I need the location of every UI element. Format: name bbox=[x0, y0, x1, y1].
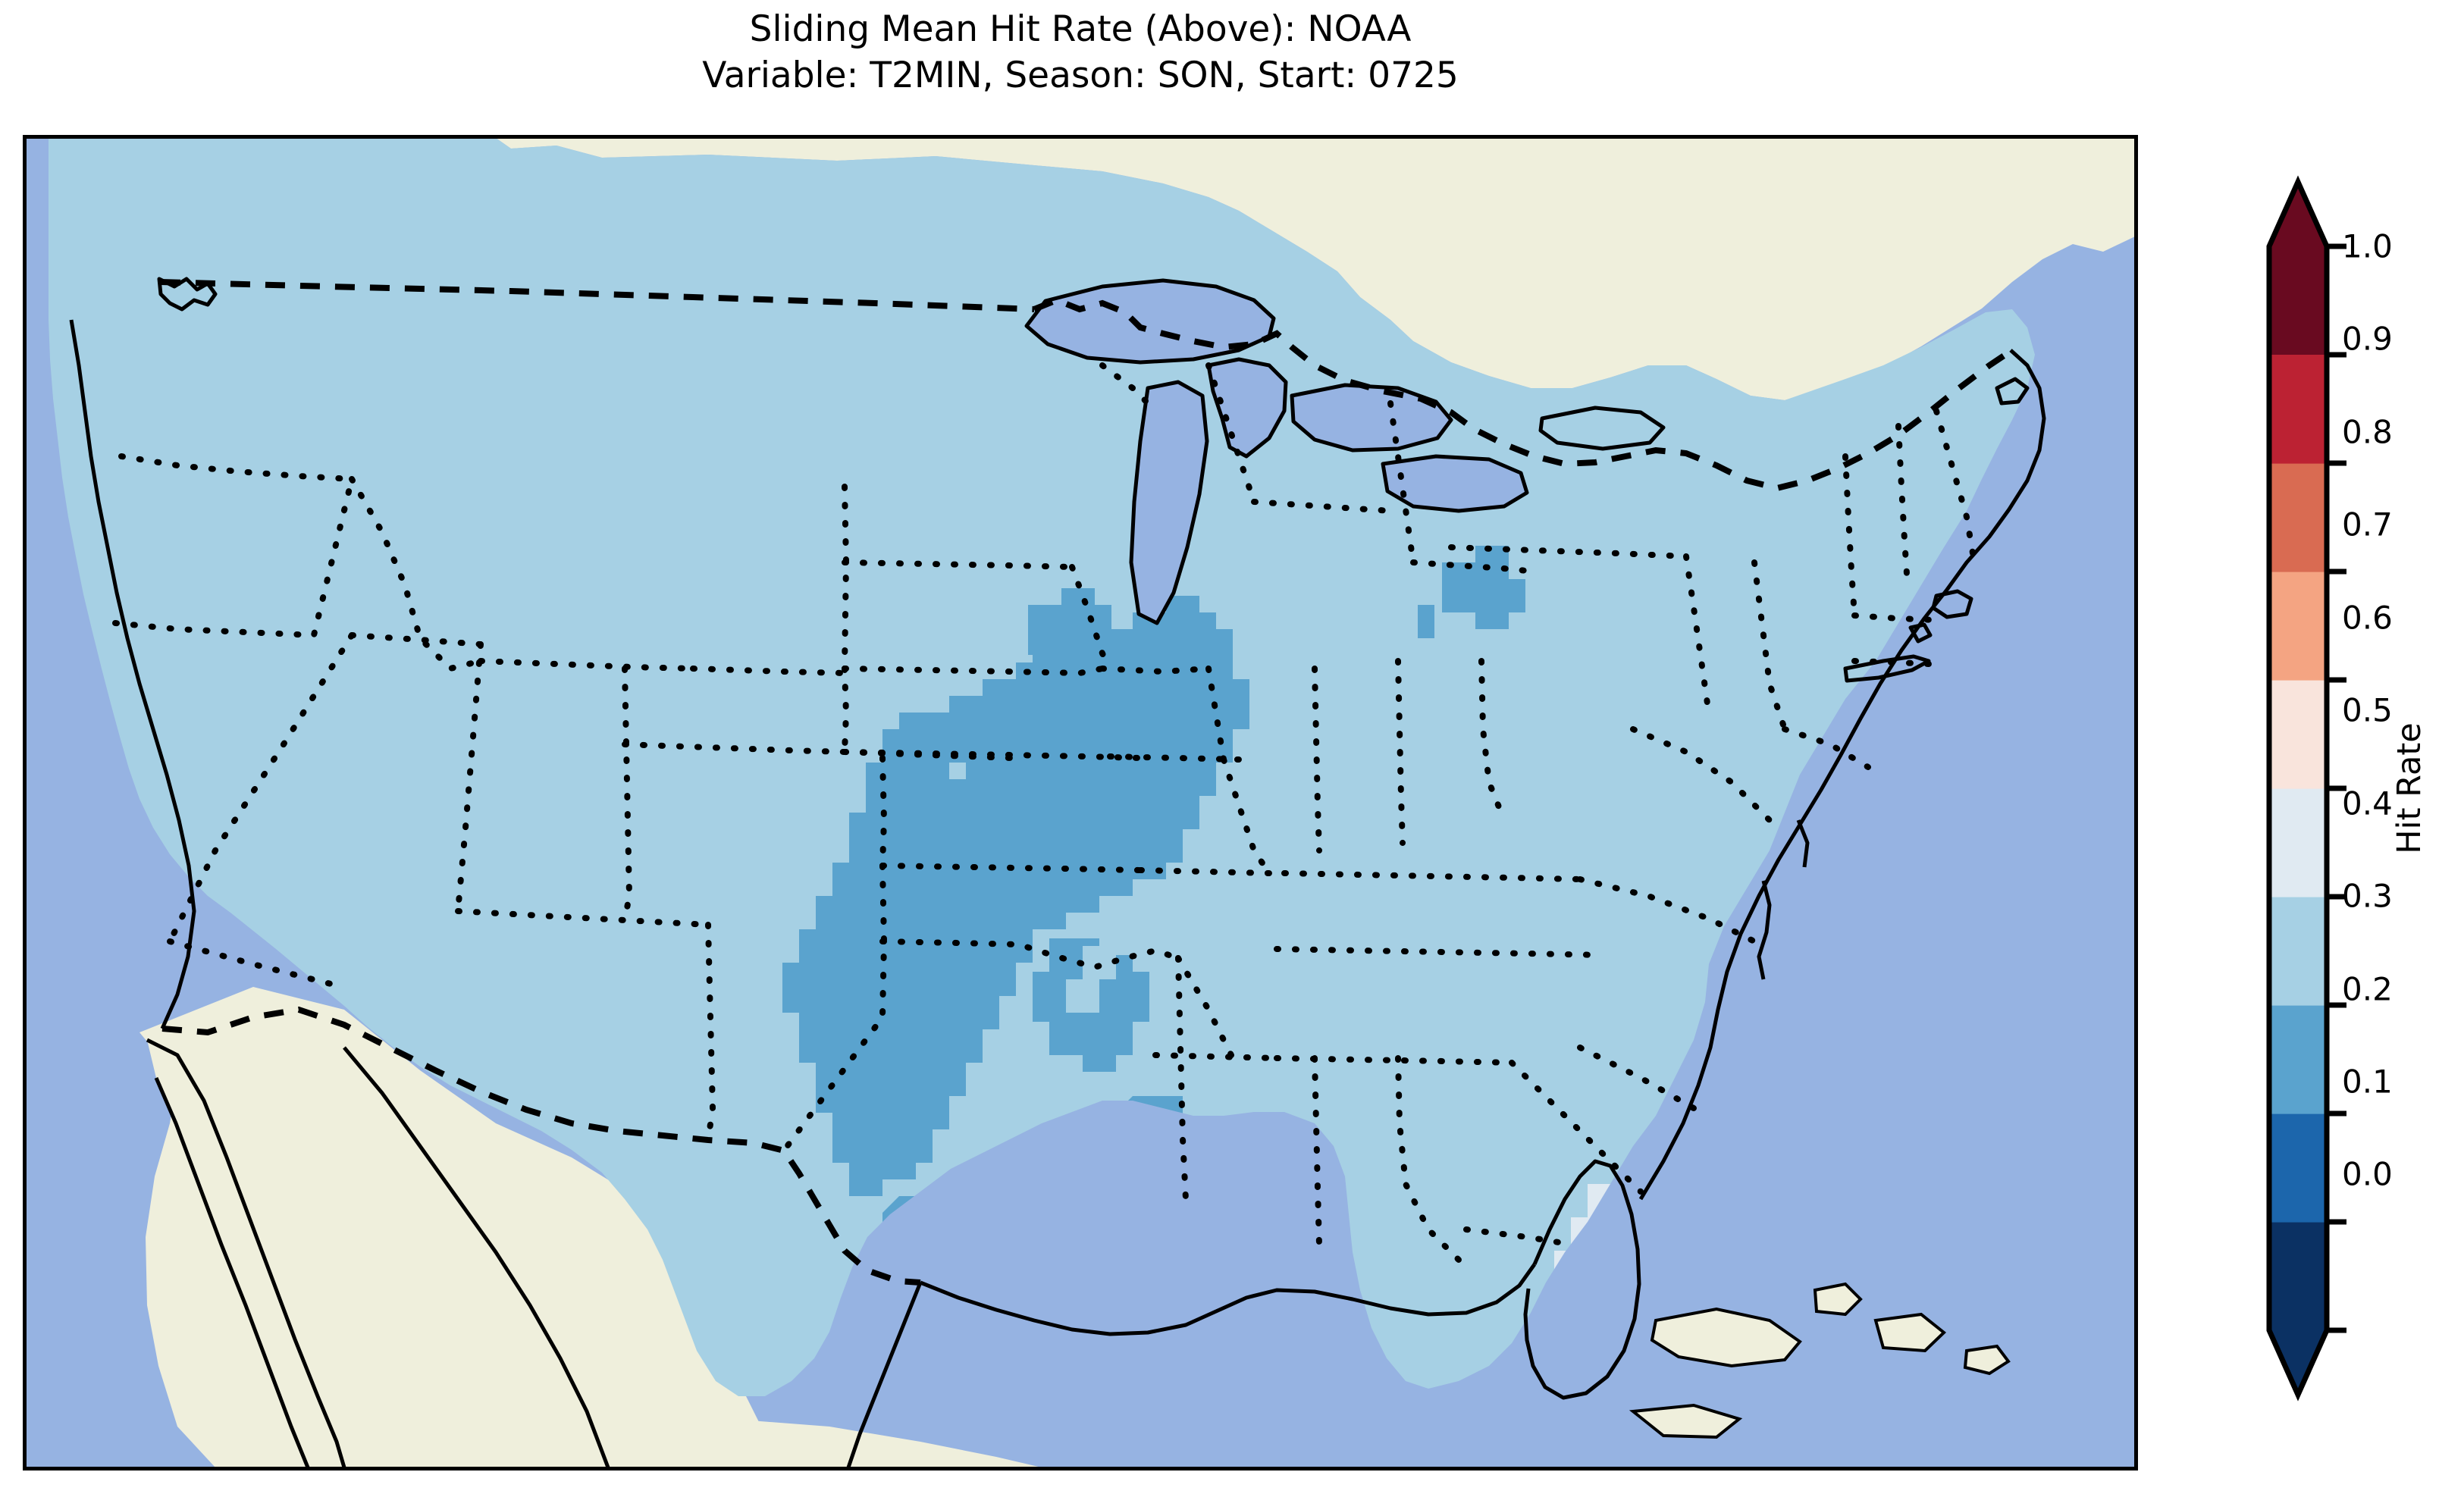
figure-title: Sliding Mean Hit Rate (Above): NOAA Vari… bbox=[0, 6, 2161, 99]
mexico-south bbox=[731, 1419, 1042, 1467]
lake-superior bbox=[1024, 278, 1276, 365]
baja-peninsula bbox=[147, 1040, 344, 1467]
lake-michigan-north bbox=[1206, 357, 1288, 459]
colorbar-tick-label-0.6: 0.6 bbox=[2342, 599, 2393, 637]
florida-coastline bbox=[1523, 1159, 1641, 1400]
colorbar-band-3 bbox=[2269, 897, 2327, 1006]
colorbar-band-8 bbox=[2269, 355, 2327, 464]
colorbar-band-9 bbox=[2269, 182, 2327, 355]
colorbar-tick-label-0.5: 0.5 bbox=[2342, 691, 2393, 729]
lake-michigan bbox=[1129, 380, 1209, 625]
gulf-coastline bbox=[920, 1263, 1537, 1336]
colorbar-tick-label-1.0: 1.0 bbox=[2342, 227, 2393, 265]
colorbar-tick-label-0.0: 0.0 bbox=[2342, 1155, 2393, 1193]
colorbar-band-2 bbox=[2269, 1005, 2327, 1114]
us-canada-border-east bbox=[1033, 296, 2014, 492]
colorbar-band-4 bbox=[2269, 788, 2327, 897]
colorbar-tick-label-0.1: 0.1 bbox=[2342, 1063, 2393, 1101]
colorbar-tick-label-0.3: 0.3 bbox=[2342, 877, 2393, 915]
us-mexico-border bbox=[161, 1006, 921, 1286]
canada-landmass bbox=[26, 138, 2135, 400]
country-borders bbox=[160, 279, 2014, 1286]
us-canada-border-west bbox=[160, 279, 1035, 312]
colorbar-tick-label-0.4: 0.4 bbox=[2342, 785, 2393, 822]
title-line-1: Sliding Mean Hit Rate (Above): NOAA bbox=[749, 8, 1412, 50]
colorbar-tick-label-0.2: 0.2 bbox=[2342, 970, 2393, 1008]
colorbar-band-1 bbox=[2269, 1113, 2327, 1223]
colorbar-band-5 bbox=[2269, 680, 2327, 789]
caribbean-islands bbox=[1629, 1282, 2011, 1439]
colorbar-swatches bbox=[2266, 175, 2346, 1402]
lake-ontario bbox=[1538, 406, 1666, 451]
map-axes[interactable] bbox=[23, 135, 2138, 1471]
mexico-landmass bbox=[140, 987, 784, 1467]
atlantic-coastline bbox=[1638, 349, 2046, 1201]
lake-huron bbox=[1290, 383, 1453, 453]
title-line-2: Variable: T2MIN, Season: SON, Start: 072… bbox=[702, 55, 1459, 97]
map-plot bbox=[26, 138, 2135, 1467]
colorbar-band-6 bbox=[2269, 572, 2327, 681]
colorbar-title: Hit Rate bbox=[2390, 722, 2428, 854]
colorbar-band-0 bbox=[2269, 1222, 2327, 1395]
lake-erie bbox=[1381, 454, 1529, 513]
colorbar-tick-label-0.9: 0.9 bbox=[2342, 320, 2393, 358]
coastlines bbox=[69, 277, 2046, 1467]
colorbar-tick-label-0.8: 0.8 bbox=[2342, 413, 2393, 451]
colorbar-band-7 bbox=[2269, 463, 2327, 572]
colorbar-tick-label-0.7: 0.7 bbox=[2342, 506, 2393, 543]
pacific-coastline bbox=[69, 319, 196, 1030]
state-borders bbox=[112, 362, 1977, 1270]
colorbar[interactable]: 0.0 0.1 0.2 0.3 0.4 0.5 0.6 0.7 0.8 0.9 1.0 bbox=[2266, 175, 2393, 1402]
